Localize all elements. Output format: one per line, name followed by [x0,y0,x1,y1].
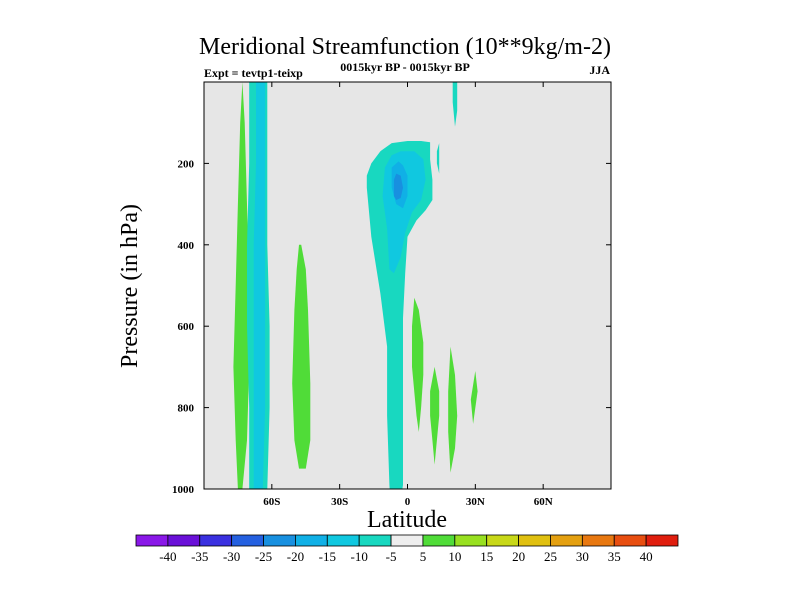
x-tick-label: 60N [534,496,553,508]
contour-nh-positive-tongue-3 [448,346,458,473]
legend-box [390,534,424,547]
contour-nh-positive-tongue-2 [430,366,440,465]
legend-box [645,534,679,547]
contour-nh-negative-top [452,82,458,127]
y-tick-label: 200 [178,158,195,170]
contour-tropical-negative-cell [366,141,433,489]
contour-nh-negative-sliver [436,143,440,174]
legend-box [199,534,233,547]
y-tick-label: 1000 [172,484,195,496]
x-tick-label: 60S [263,496,280,508]
legend-box [326,534,360,547]
legend-box [613,534,647,547]
legend-box [295,534,328,547]
contour-sh-negative-core [253,82,266,489]
legend-label: -5 [386,549,397,564]
contour-tropical-negative-center [393,173,403,200]
legend-box [231,534,264,547]
legend-box [263,534,296,547]
legend-label: -10 [351,549,368,564]
legend-box [454,534,488,547]
y-tick-label: 800 [178,403,195,415]
legend-label: -20 [287,549,304,564]
legend-label: -30 [223,549,240,564]
legend-box [135,534,169,547]
legend-box [518,534,551,547]
legend-label: 35 [608,549,621,564]
legend-label: -25 [255,549,272,564]
legend-label: -35 [191,549,208,564]
legend-label: 40 [640,549,653,564]
color-legend: -40 -35 -30 -25 -20 -15 -10 -5 5 10 15 20 25 30 35 40 [135,534,679,564]
x-axis: 60S 30S 0 30N 60N [263,82,553,508]
legend-box [422,534,456,547]
contour-nh-positive-tongue-1 [412,297,424,432]
legend-box [581,534,615,547]
x-tick-label: 30S [331,496,348,508]
legend-box [550,534,583,547]
legend-label: -15 [319,549,336,564]
x-tick-label: 30N [466,496,485,508]
legend-label: 20 [512,549,525,564]
contour-nh-positive-diamond [470,371,478,424]
y-tick-label: 600 [178,321,195,333]
legend-label: 5 [420,549,427,564]
period-label: 0015kyr BP - 0015kyr BP [340,60,470,74]
legend-label: -40 [159,549,176,564]
y-axis: 200 400 600 800 1000 [172,158,611,496]
x-axis-label: Latitude [367,507,447,533]
legend-box [486,534,519,547]
y-axis-label: Pressure (in hPa) [117,204,143,368]
x-tick-label: 0 [405,496,411,508]
legend-label: 30 [576,549,589,564]
legend-box [358,534,392,547]
chart-title: Meridional Streamfunction (10**9kg/m-2) [199,34,611,60]
legend-label: 25 [544,549,557,564]
experiment-label: Expt = tevtp1-teixp [204,66,303,80]
legend-label: 10 [448,549,461,564]
contour-sh-positive-lobe [292,244,311,469]
season-label: JJA [589,63,610,77]
legend-box [167,534,201,547]
contour-regions [233,82,478,489]
y-tick-label: 400 [178,240,195,252]
legend-label: 15 [480,549,493,564]
contour-sh-positive-band [233,82,250,489]
